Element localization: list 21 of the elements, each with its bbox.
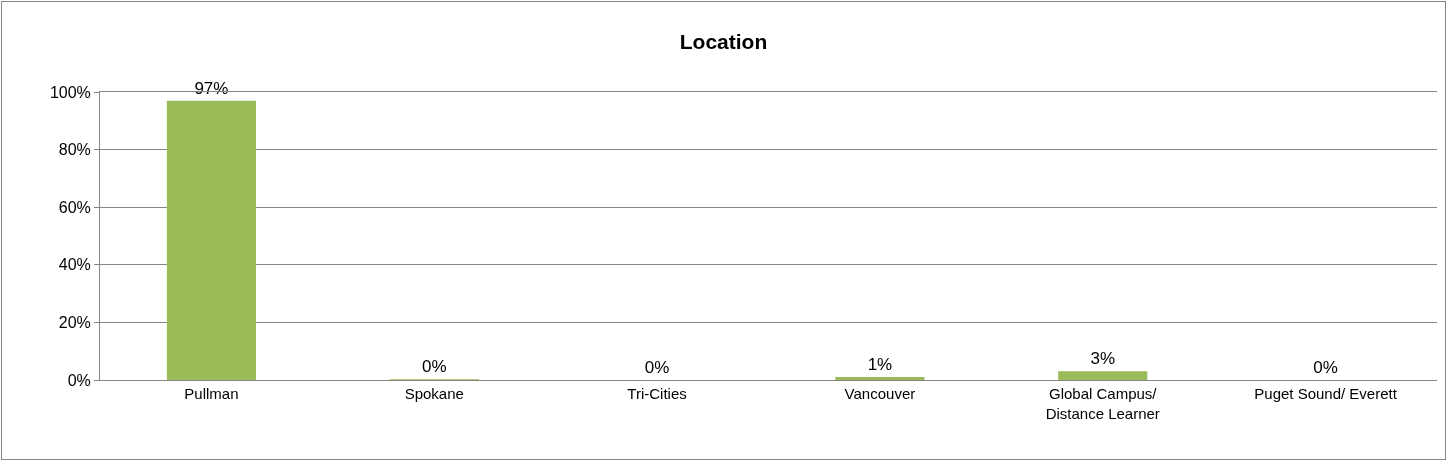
- bar: [166, 100, 256, 380]
- y-tick-label: 100%: [49, 83, 91, 101]
- data-label: 0%: [421, 357, 447, 377]
- x-tick-label: Global Campus/ Distance Learner: [1045, 385, 1160, 422]
- y-tick-label: 40%: [58, 256, 91, 274]
- data-label: 0%: [1313, 358, 1338, 377]
- data-label: 3%: [1090, 349, 1116, 369]
- x-tick-label: Pullman: [184, 385, 239, 402]
- y-tick-label: 0%: [67, 371, 91, 389]
- x-tick-label: Tri-Cities: [627, 385, 687, 402]
- y-tick-label: 60%: [58, 198, 91, 216]
- x-tick-label: Spokane: [404, 385, 464, 402]
- chart-title: Location: [679, 29, 768, 53]
- bar: [835, 377, 925, 380]
- y-tick-label: 20%: [58, 314, 91, 331]
- x-tick-label: Vancouver: [844, 385, 916, 402]
- data-label: 1%: [867, 355, 893, 375]
- bar: [1058, 371, 1148, 380]
- x-tick-label: Puget Sound/ Everett: [1254, 385, 1398, 402]
- y-tick-label: 80%: [58, 141, 91, 159]
- data-label: 0%: [644, 358, 670, 377]
